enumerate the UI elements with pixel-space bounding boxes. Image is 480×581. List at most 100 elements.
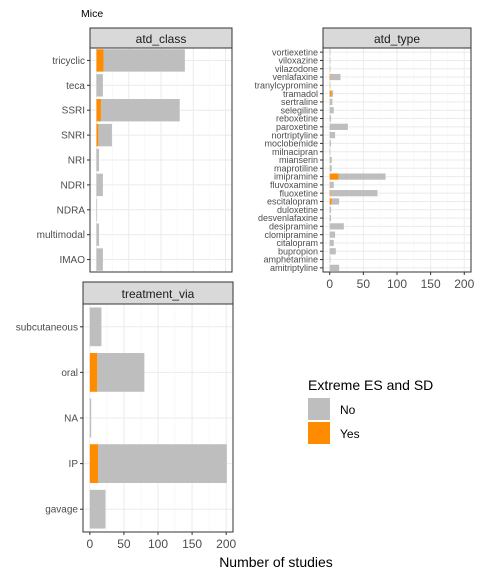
y-tick-label: tricyclic (52, 56, 85, 67)
bar-yes (329, 198, 332, 205)
panel-atd-class: atd_class tricyclic teca SSRI SNRI NRI NDRI ND… (37, 27, 233, 273)
y-tick-label: SSRI (62, 106, 85, 117)
bar-no (89, 489, 106, 529)
y-tick-label: desipramine (269, 222, 318, 232)
panel-strip-label: treatment_via (122, 287, 195, 301)
y-tick-label: multimodal (37, 230, 85, 241)
bar-no (329, 264, 340, 271)
bar-no (329, 165, 332, 172)
bar-yes (96, 49, 104, 72)
bar-yes (329, 73, 331, 81)
y-tick-label: amitriptyline (270, 263, 318, 273)
x-tick-label: 0 (86, 537, 93, 551)
y-tick-label: NDRI (61, 180, 85, 191)
bar-yes (89, 444, 98, 483)
bar-no (329, 231, 336, 238)
bar-no (89, 398, 92, 438)
y-tick-label: milnacipran (272, 147, 318, 157)
bar-no (329, 239, 334, 247)
legend: Extreme ES and SD No Yes (308, 377, 433, 444)
legend-key-yes (308, 422, 330, 444)
y-tick-label: viloxazine (278, 56, 318, 66)
x-tick-label: 150 (421, 277, 441, 291)
bar-no (329, 148, 331, 155)
bar-no (329, 132, 336, 139)
bar-no (329, 49, 331, 56)
legend-title: Extreme ES and SD (308, 377, 433, 393)
x-tick-label: 200 (454, 277, 474, 291)
y-tick-label: venlafaxine (272, 72, 318, 82)
y-tick-label: vilazodone (275, 64, 318, 74)
bar-yes (329, 90, 332, 97)
y-tick-label: vortiexetine (272, 47, 318, 57)
y-tick-label: IP (69, 459, 79, 470)
y-tick-label: teca (66, 81, 85, 92)
y-tick-label: escitalopram (267, 197, 318, 207)
x-tick-label: 50 (357, 277, 371, 291)
y-tick-label: selegiline (280, 105, 318, 115)
bar-no (329, 181, 334, 188)
y-tick-label: moclobemide (264, 139, 318, 149)
bar-no (97, 353, 145, 392)
bar-no (329, 57, 331, 64)
x-tick-label: 150 (182, 537, 202, 551)
y-tick-label: fluvoxamine (270, 180, 318, 190)
bar-no (103, 49, 185, 72)
bar-no (329, 256, 331, 263)
bar-no (96, 198, 98, 221)
bar-no (96, 148, 100, 172)
bar-no (98, 123, 112, 147)
panel-atd-type: atd_type vortiexetineviloxazinevilazodon… (254, 27, 475, 291)
bar-no (329, 223, 344, 230)
legend-label-no: No (340, 403, 356, 417)
x-axis-label: Number of studies (219, 554, 333, 570)
bar-no (98, 444, 227, 483)
y-tick-label: NDRA (57, 205, 86, 216)
y-tick-label: sertraline (281, 97, 318, 107)
y-tick-label: paroxetine (276, 122, 318, 132)
y-tick-label: SNRI (61, 131, 85, 142)
y-tick-label: clomipramine (264, 230, 318, 240)
panel-strip-label: atd_class (136, 32, 187, 46)
y-tick-label: reboxetine (276, 114, 318, 124)
y-tick-label: mianserin (279, 155, 318, 165)
bar-no (329, 248, 336, 255)
y-tick-label: subcutaneous (16, 322, 78, 333)
bar-no (330, 73, 341, 81)
bar-no (329, 206, 332, 213)
bar-no (329, 140, 332, 147)
bar-no (330, 190, 378, 197)
bar-no (96, 248, 103, 271)
x-tick-label: 0 (326, 277, 333, 291)
bar-yes (329, 173, 339, 180)
y-tick-label: NRI (68, 156, 85, 167)
panel-treatment-via: treatment_via subcutaneous oral NA IP gavage… (16, 281, 237, 551)
bar-no (329, 65, 331, 72)
y-tick-label: IMAO (59, 255, 85, 266)
bar-no (329, 214, 332, 222)
y-tick-label: tranylcypromine (254, 80, 318, 90)
bar-yes (89, 353, 98, 392)
y-tick-label: fluoxetine (279, 188, 318, 198)
bar-no (96, 74, 103, 97)
x-tick-label: 100 (387, 277, 407, 291)
bar-no (331, 198, 340, 205)
bar-no (329, 156, 332, 164)
figure-title: Mice (81, 8, 103, 20)
y-tick-label: NA (64, 414, 78, 425)
panel-strip-label: atd_type (374, 32, 420, 46)
y-tick-label: nortriptyline (271, 130, 318, 140)
x-tick-label: 200 (216, 537, 236, 551)
y-tick-label: desvenlafaxine (258, 213, 318, 223)
bar-no (331, 90, 334, 97)
y-tick-label: imipramine (274, 172, 318, 182)
bar-no (96, 173, 103, 197)
y-tick-label: maprotiline (274, 163, 318, 173)
bar-yes (96, 99, 101, 122)
bar-no (89, 307, 102, 347)
legend-key-no (308, 398, 330, 420)
y-tick-label: citalopram (276, 238, 318, 248)
x-tick-label: 50 (117, 537, 131, 551)
